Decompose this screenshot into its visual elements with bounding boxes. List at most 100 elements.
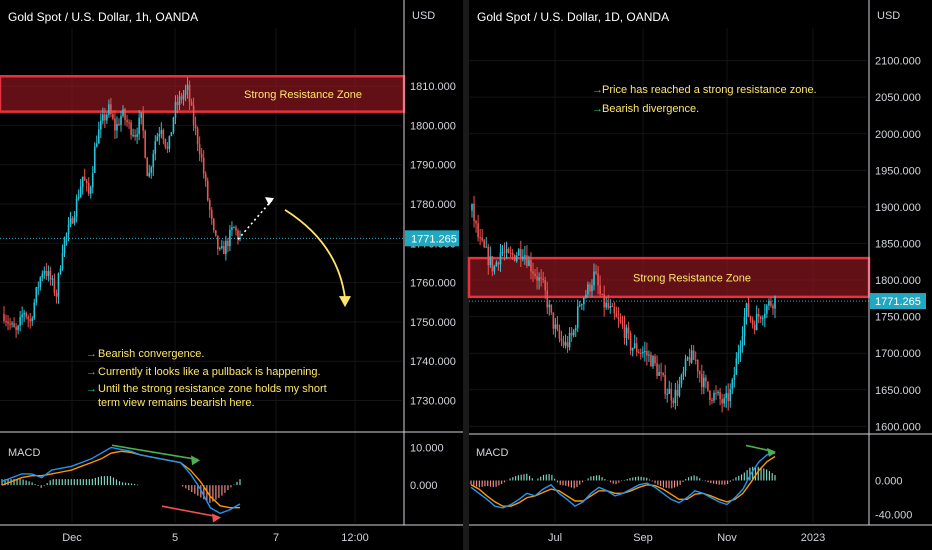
candle-body xyxy=(538,277,540,281)
candle-body xyxy=(116,123,118,131)
candle-body xyxy=(235,227,237,231)
candle-body xyxy=(576,306,579,329)
candle-body xyxy=(104,114,106,121)
candle-body xyxy=(587,284,589,295)
candle-body xyxy=(686,357,689,360)
candle-body xyxy=(481,237,483,241)
price-tick-label: 1900.000 xyxy=(875,202,921,214)
arrow-head-icon xyxy=(339,296,351,308)
candle-body xyxy=(690,350,693,363)
candle-body xyxy=(51,278,54,280)
time-tick-label: 5 xyxy=(172,532,178,544)
candle-body xyxy=(709,390,711,400)
candle-body xyxy=(106,114,108,121)
arrow-head-icon xyxy=(191,455,200,466)
left-grid xyxy=(0,28,402,523)
price-tick-label: 1700.000 xyxy=(875,348,921,360)
candle-body xyxy=(152,153,155,168)
candle-body xyxy=(204,173,207,181)
candle-body xyxy=(766,305,768,314)
candle-body xyxy=(772,305,774,309)
projection-dotted-path xyxy=(237,199,273,240)
candle-body xyxy=(27,316,30,320)
left-resistance-zone-label: Strong Resistance Zone xyxy=(244,89,362,101)
candle-body xyxy=(609,306,612,308)
candle-body xyxy=(644,351,646,353)
candle-body xyxy=(759,316,762,319)
note-text: Until the strong resistance zone holds m… xyxy=(98,383,327,395)
candle-body xyxy=(31,318,34,322)
price-tick-label: 2100.000 xyxy=(875,56,921,68)
candle-body xyxy=(142,112,144,131)
candle-body xyxy=(3,314,5,321)
candle-body xyxy=(144,130,146,158)
candle-body xyxy=(635,343,638,353)
candle-body xyxy=(597,273,599,286)
candle-body xyxy=(741,335,744,346)
candle-body xyxy=(217,235,219,249)
price-tick-label: 1760.000 xyxy=(410,278,456,290)
candle-body xyxy=(611,306,614,308)
candle-body xyxy=(625,327,628,338)
candle-body xyxy=(550,304,553,313)
candle-body xyxy=(757,313,760,317)
candle-body xyxy=(623,324,626,338)
right-macd-label: MACD xyxy=(476,447,508,459)
candle-body xyxy=(231,227,233,230)
right-price-axis: 2100.000 2050.000 2000.000 1950.000 1900.000… xyxy=(875,56,921,522)
candle-body xyxy=(174,101,177,118)
candle-body xyxy=(564,342,567,346)
left-resistance-zone: Strong Resistance Zone xyxy=(0,75,406,113)
candle-body xyxy=(749,316,752,320)
candle-body xyxy=(45,270,48,277)
candle-body xyxy=(676,389,679,396)
candle-body xyxy=(41,273,44,278)
candle-body xyxy=(186,84,189,91)
right-currency-label: USD xyxy=(877,10,900,22)
candle-body xyxy=(95,143,98,147)
candle-body xyxy=(79,186,82,198)
candle-body xyxy=(707,381,709,391)
candle-body xyxy=(112,114,114,119)
candle-body xyxy=(656,363,658,376)
right-candles xyxy=(471,195,776,413)
left-notes: → Bearish convergence.→ Currently it looks… xyxy=(86,348,327,409)
candle-body xyxy=(39,277,42,288)
candle-body xyxy=(524,255,526,257)
macd-divergence-arrow xyxy=(161,505,219,518)
candle-body xyxy=(585,294,587,298)
candle-body xyxy=(11,323,13,325)
projection-arrow xyxy=(284,209,346,299)
candle-body xyxy=(227,240,229,247)
candle-body xyxy=(7,321,9,324)
candle-body xyxy=(13,323,15,328)
candle-body xyxy=(711,399,713,401)
note-arrow-icon: → xyxy=(86,383,97,395)
candle-body xyxy=(497,262,500,265)
candle-body xyxy=(731,379,734,390)
candle-body xyxy=(180,96,183,100)
right-last-price-badge: 1771.265 xyxy=(870,293,926,310)
candle-body xyxy=(692,350,695,360)
price-tick-label: 1800.000 xyxy=(875,275,921,287)
right-resistance-zone-label: Strong Resistance Zone xyxy=(633,272,751,284)
left-last-price-badge: 1771.265 xyxy=(405,230,459,247)
candle-body xyxy=(118,123,120,126)
candle-body xyxy=(102,114,104,121)
candle-body xyxy=(540,277,542,279)
candle-body xyxy=(603,294,605,308)
candle-body xyxy=(23,312,25,315)
candle-body xyxy=(126,119,128,123)
candle-body xyxy=(719,391,721,400)
candle-body xyxy=(698,371,701,375)
candle-body xyxy=(568,332,571,348)
candle-body xyxy=(91,172,94,188)
candle-body xyxy=(713,392,715,401)
left-currency-label: USD xyxy=(412,10,435,22)
candle-body xyxy=(694,359,697,361)
left-macd-label: MACD xyxy=(8,447,40,459)
candle-body xyxy=(648,354,650,356)
candle-body xyxy=(725,393,727,399)
candle-body xyxy=(593,271,595,286)
candle-body xyxy=(774,295,776,309)
